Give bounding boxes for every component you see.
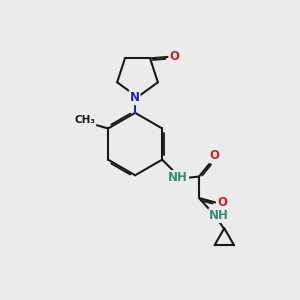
Text: N: N (130, 91, 140, 104)
Text: O: O (209, 149, 219, 162)
Text: NH: NH (168, 171, 188, 184)
Text: NH: NH (209, 209, 229, 222)
Text: O: O (169, 50, 179, 63)
Text: O: O (217, 196, 227, 209)
Text: CH₃: CH₃ (74, 115, 95, 125)
